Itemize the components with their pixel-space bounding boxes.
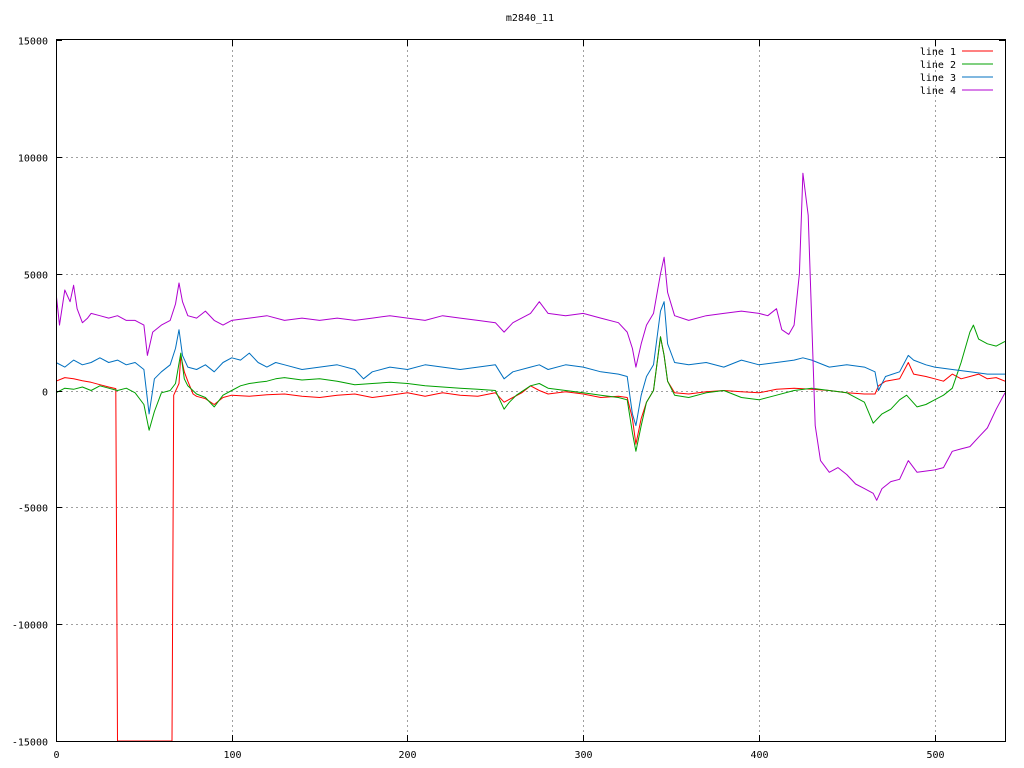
x-tick-label: 500: [926, 750, 944, 761]
y-tick-label: 0: [42, 388, 48, 399]
x-tick-label: 0: [53, 750, 59, 761]
series-line-1: [56, 336, 1005, 741]
series-lines: [56, 172, 1005, 741]
y-tick-label: 5000: [24, 271, 48, 282]
series-line-4: [56, 172, 1005, 501]
legend-label: line 1: [920, 47, 956, 58]
series-line-2: [56, 324, 1005, 452]
legend-label: line 2: [920, 60, 956, 71]
y-tick-label: -10000: [12, 621, 48, 632]
y-tick-label: 10000: [18, 154, 48, 165]
grid: [56, 40, 1005, 741]
legend: line 1 line 2 line 3 line 4: [920, 47, 993, 97]
y-tick-label: 15000: [18, 37, 48, 48]
x-tick-label: 400: [750, 750, 768, 761]
plot-frame: [56, 39, 1006, 742]
series-line-3: [56, 301, 1005, 427]
legend-label: line 3: [920, 73, 956, 84]
legend-label: line 4: [920, 86, 956, 97]
x-tick-label: 200: [398, 750, 416, 761]
axis-ticks: 0 100 200 300 400 500 -15000 -10000 -5000 0 5000 10…: [12, 37, 1005, 761]
y-tick-label: -15000: [12, 738, 48, 749]
y-tick-label: -5000: [18, 504, 48, 515]
x-tick-label: 100: [223, 750, 241, 761]
x-tick-label: 300: [574, 750, 592, 761]
chart-title: m2840_11: [506, 13, 554, 24]
